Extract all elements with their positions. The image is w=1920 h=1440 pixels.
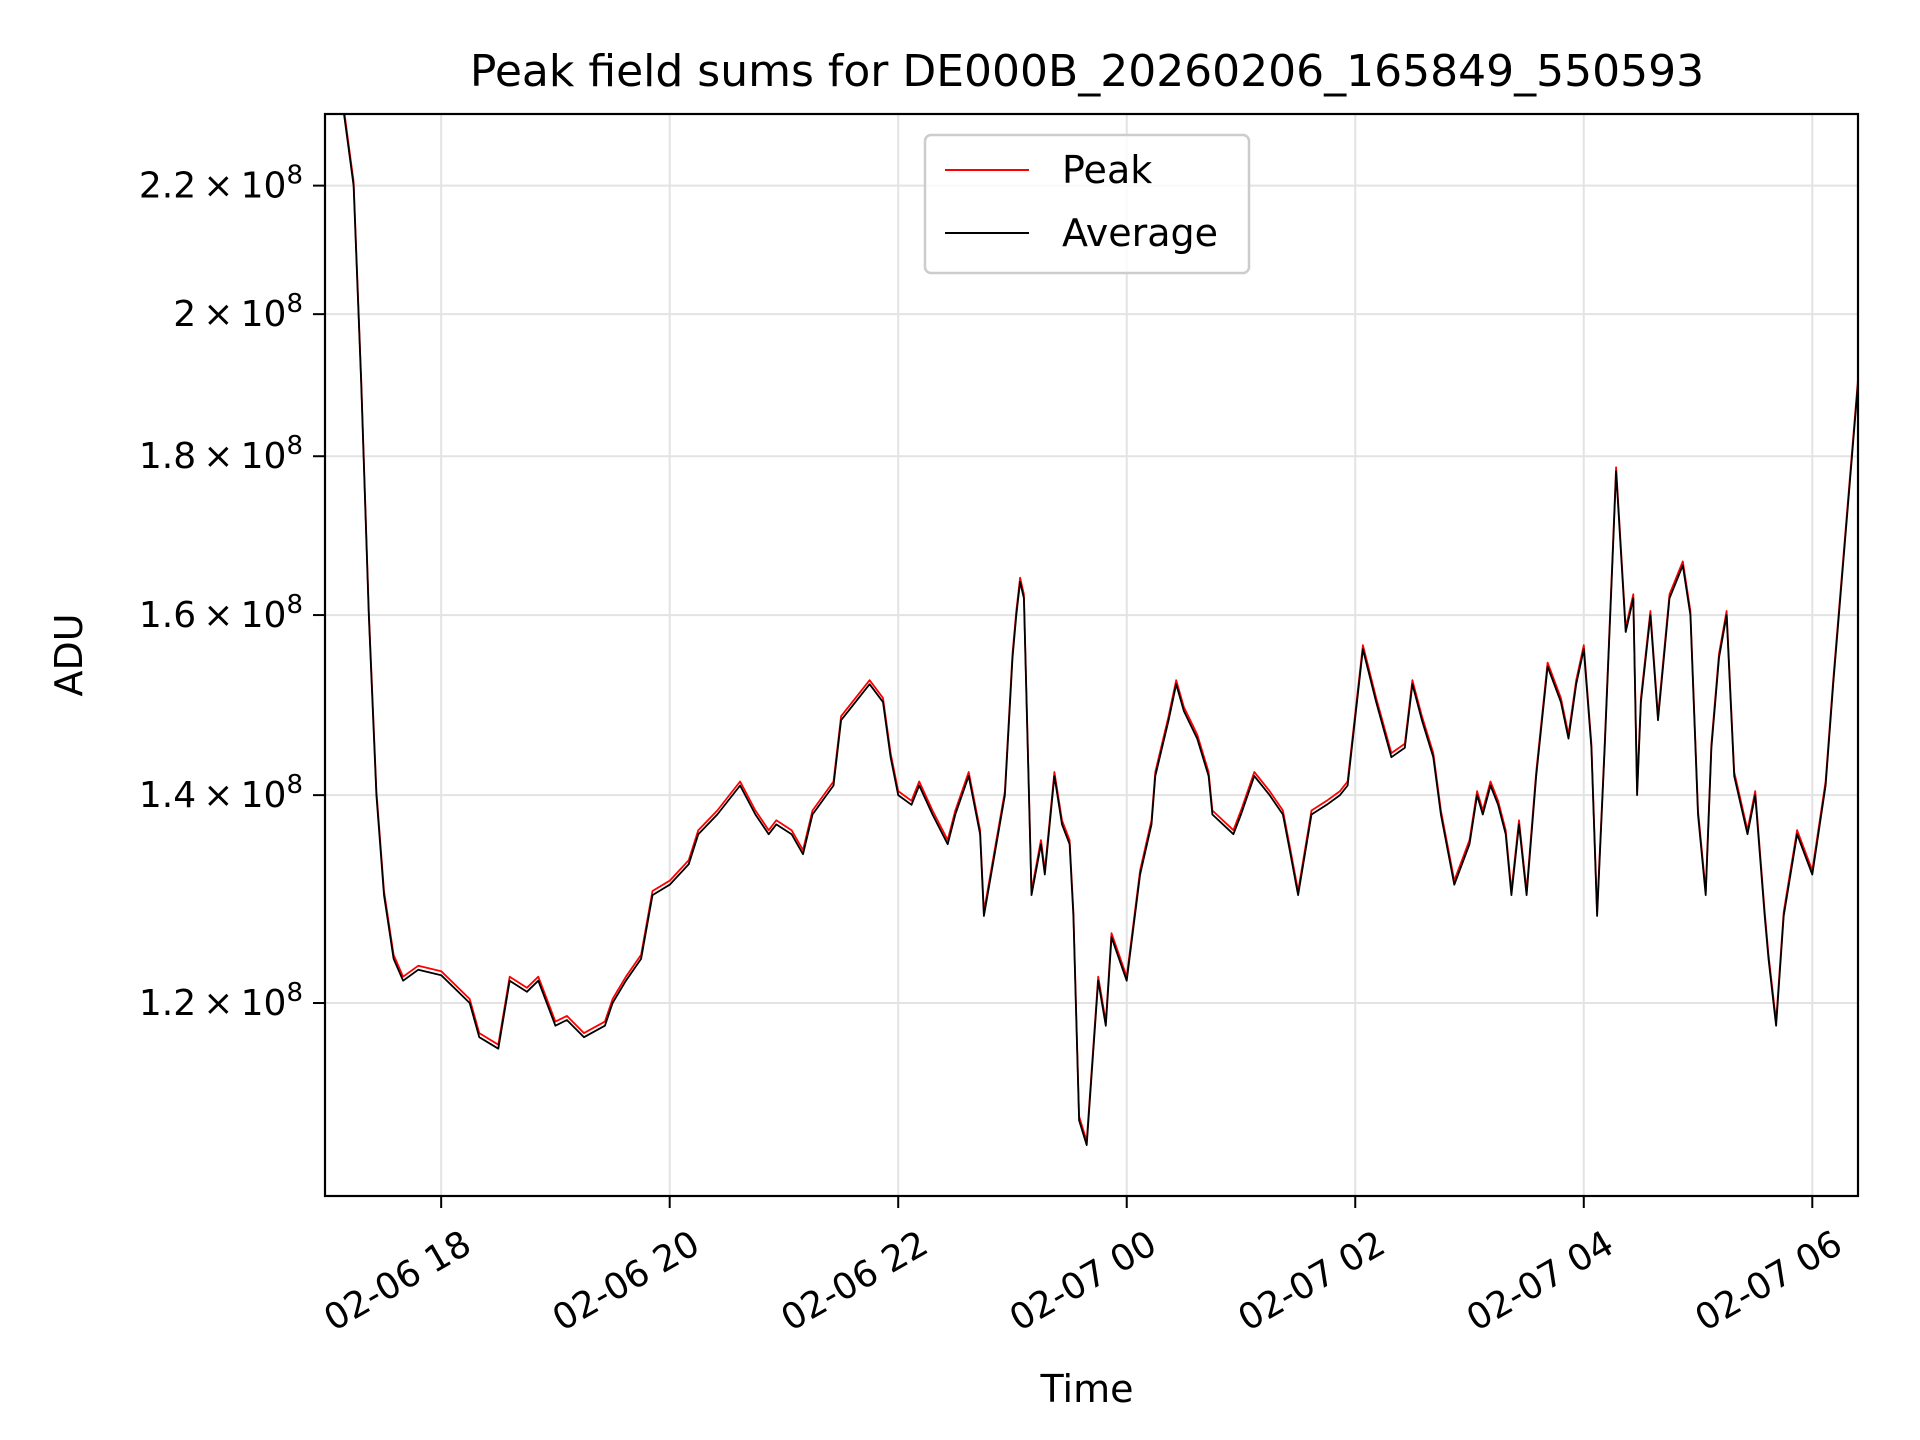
y-tick-label: 1.4 × 108: [139, 770, 303, 816]
y-tick-label: 2 × 108: [173, 289, 303, 335]
y-tick-label: 1.8 × 108: [139, 431, 303, 477]
y-tick-label: 1.6 × 108: [139, 590, 303, 636]
y-tick-label: 1.2 × 108: [139, 978, 303, 1024]
chart-title: Peak field sums for DE000B_20260206_1658…: [470, 46, 1704, 97]
series-line-average: [325, 114, 1858, 1146]
legend: Peak Average: [923, 133, 1251, 275]
legend-label-average: Average: [1062, 211, 1218, 255]
y-tick-label: 2.2 × 108: [139, 161, 303, 207]
legend-label-peak: Peak: [1062, 148, 1152, 192]
y-axis-label: ADU: [47, 613, 91, 696]
y-axis-ticks: 1.2 × 108 1.4 × 108 1.6 × 108 1.8 × 108 2 × …: [139, 161, 325, 1024]
grid: [325, 114, 1858, 1196]
series-layer: [325, 114, 1858, 1146]
plot-area-frame: [323, 112, 1860, 1198]
x-axis-label: Time: [1040, 1367, 1134, 1411]
